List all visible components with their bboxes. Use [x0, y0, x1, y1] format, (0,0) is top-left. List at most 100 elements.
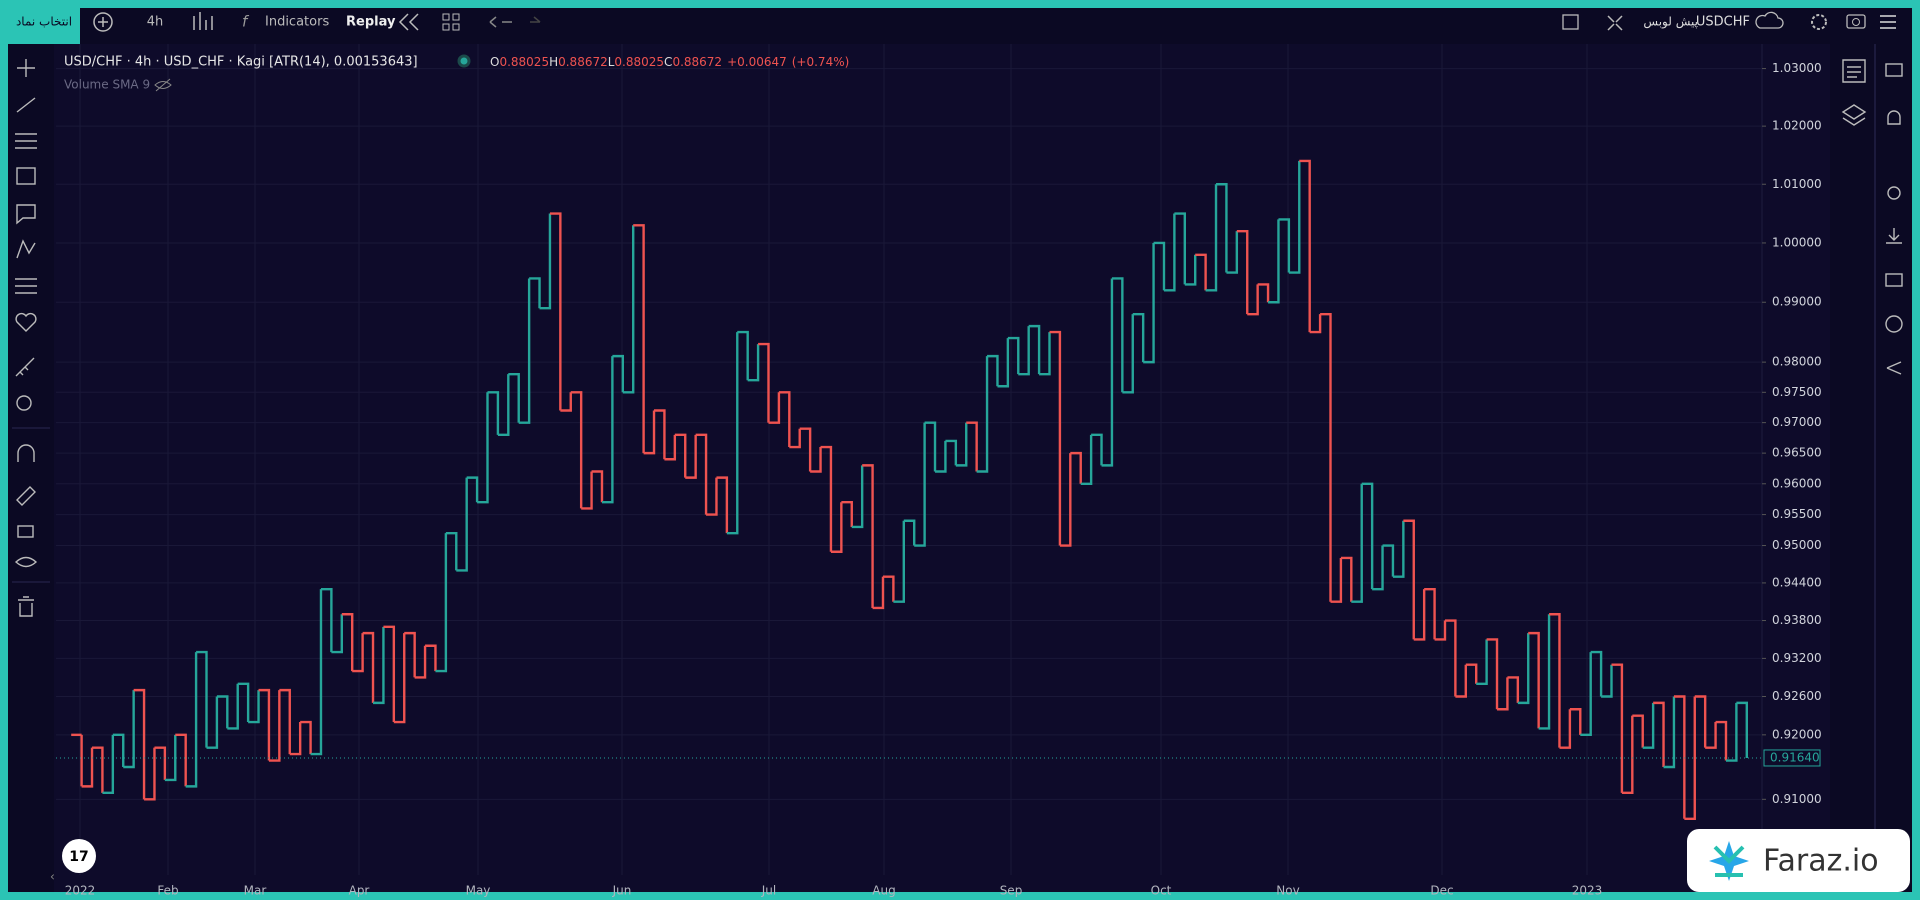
scroll-left[interactable]: ‹	[50, 870, 55, 884]
y-tick-label: 0.96500	[1772, 446, 1822, 460]
indicators-icon[interactable]: f	[242, 13, 250, 31]
kagi-segment	[1226, 231, 1239, 274]
pattern-tool[interactable]	[16, 239, 36, 259]
kagi-segment	[320, 587, 333, 653]
y-tick-label: 0.94400	[1772, 575, 1822, 589]
hide-tool[interactable]	[14, 556, 38, 568]
chart-type-icon[interactable]	[193, 12, 213, 30]
shape-tool[interactable]	[16, 167, 36, 185]
x-tick-label: Dec	[1430, 884, 1453, 898]
trendline-tool[interactable]	[16, 97, 36, 113]
kagi-segment	[935, 440, 947, 473]
kagi-segment	[1122, 314, 1134, 394]
kagi-segment	[289, 722, 302, 756]
redo-icon[interactable]	[530, 16, 541, 23]
kagi-segment	[1549, 613, 1561, 748]
settings-icon[interactable]	[1887, 186, 1901, 200]
fullscreen-icon[interactable]	[1562, 14, 1579, 30]
kagi-segment	[841, 501, 853, 527]
kagi-segment	[425, 644, 437, 672]
kagi-segment	[92, 746, 104, 793]
kagi-segment	[1684, 696, 1696, 820]
kagi-segment	[1507, 676, 1520, 703]
kagi-segment	[737, 330, 749, 381]
monitor-icon[interactable]	[1885, 63, 1903, 77]
x-tick-label: Mar	[244, 884, 267, 898]
kagi-segment	[466, 476, 479, 503]
y-tick-label: 0.95500	[1772, 507, 1822, 521]
kagi-segment	[1736, 701, 1748, 758]
annotation-tool[interactable]	[16, 204, 36, 225]
kagi-segment	[383, 625, 396, 723]
magnet-tool[interactable]	[17, 444, 35, 462]
menu-icon[interactable]	[1880, 15, 1896, 29]
kagi-segment	[1247, 284, 1259, 316]
kagi-segment	[893, 520, 905, 603]
y-tick-label: 0.91000	[1772, 792, 1822, 806]
hide-eye-icon[interactable]	[154, 78, 172, 92]
kagi-segment	[1621, 715, 1634, 795]
kagi-segment	[591, 470, 604, 503]
toolbar-separator	[12, 427, 50, 583]
kagi-segment	[393, 633, 406, 724]
kagi-segment	[1330, 557, 1343, 603]
app-background	[8, 8, 1912, 892]
kagi-segment	[1320, 312, 1332, 602]
kagi-segment	[206, 696, 219, 749]
symbol-button[interactable]	[8, 8, 80, 44]
undo-icon[interactable]	[489, 16, 512, 28]
ohlc-item: 0.88672	[672, 55, 722, 69]
layout-icon[interactable]	[442, 13, 450, 21]
kagi-segment	[914, 422, 926, 547]
lock-tool[interactable]	[17, 525, 34, 538]
kagi-segment	[1642, 702, 1655, 749]
maximize-icon[interactable]	[1607, 15, 1623, 31]
kagi-segment	[144, 747, 156, 801]
kagi-segment	[435, 533, 448, 673]
kagi-segment	[1299, 159, 1311, 333]
indicators-button[interactable]: Indicators	[265, 15, 329, 30]
kagi-segment	[1111, 277, 1124, 393]
download-icon[interactable]	[1886, 228, 1902, 244]
crosshair-tool[interactable]	[17, 59, 35, 77]
cloud-icon[interactable]	[1755, 11, 1784, 29]
kagi-segment	[1424, 587, 1436, 640]
watchlist-icon[interactable]	[1842, 59, 1866, 83]
kagi-segment	[529, 277, 541, 309]
x-tick-label: Aug	[872, 884, 895, 898]
x-tick-label: Jul	[761, 884, 776, 898]
add-icon[interactable]	[93, 12, 113, 32]
kagi-segment	[560, 392, 572, 412]
kagi-segment	[778, 391, 791, 448]
x-tick-label: Feb	[157, 884, 178, 898]
watermark-logo	[1709, 841, 1749, 881]
camera-icon[interactable]	[1846, 14, 1866, 29]
kagi-segment	[258, 688, 271, 761]
layers-icon[interactable]	[1841, 104, 1867, 126]
zoom-tool[interactable]	[16, 395, 32, 411]
ohlc-item: (+0.74%)	[792, 55, 850, 69]
favorites-tool[interactable]	[15, 312, 37, 332]
delete-tool[interactable]	[18, 596, 34, 617]
account-icon[interactable]	[1885, 315, 1903, 333]
kagi-segment	[924, 421, 937, 472]
settings-icon[interactable]	[1811, 14, 1827, 30]
kagi-segment	[508, 372, 520, 423]
fib-tool[interactable]	[15, 133, 37, 149]
kagi-segment	[966, 421, 978, 472]
kagi-segment	[477, 392, 489, 504]
alert-icon[interactable]	[1887, 110, 1901, 125]
ruler-tool[interactable]	[15, 357, 35, 377]
interval[interactable]: 4h	[147, 15, 164, 30]
replay-button[interactable]: Replay	[346, 15, 396, 30]
last-price-label: 0.91640	[1770, 750, 1820, 764]
tv-logo[interactable]	[62, 839, 96, 873]
y-tick-label: 0.99000	[1772, 295, 1822, 309]
symbol-button-label[interactable]: انتخاب نماد	[16, 15, 72, 29]
ohlc-item: L	[608, 55, 615, 69]
prediction-tool[interactable]	[15, 278, 37, 294]
draw-mode-tool[interactable]	[16, 486, 36, 506]
card-icon[interactable]	[1885, 273, 1903, 287]
share-icon[interactable]	[1886, 361, 1902, 375]
